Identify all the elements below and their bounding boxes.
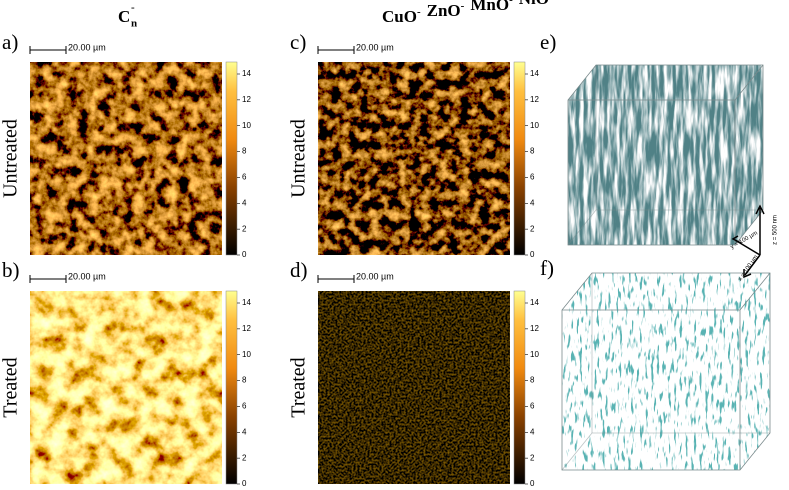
colorbar-tick-label: 0 — [530, 479, 535, 488]
cube-e — [567, 64, 764, 246]
colorbar-tick-label: 4 — [242, 427, 247, 436]
colorbar-tick-label: 14 — [242, 69, 251, 78]
right-title-text: CuO-ZnO-MnO-NiO-FeO-overlay — [382, 0, 654, 26]
axis-label-z: z = 500 nm — [773, 215, 779, 245]
row-label: Untreated — [288, 119, 310, 198]
colorbar-tick-label: 6 — [242, 402, 247, 411]
panel-label: c) — [290, 30, 306, 54]
colorbar-tick-label: 2 — [242, 224, 247, 233]
panel-label: b) — [2, 258, 20, 282]
colorbar-tick-label: 0 — [242, 250, 247, 259]
row-label: Treated — [288, 357, 310, 417]
colorbar-tick-label: 2 — [530, 224, 535, 233]
colorbar-tick-label: 4 — [530, 198, 535, 207]
scale-bar-label: 20.00 µm — [68, 271, 106, 281]
colorbar-tick-label: 10 — [242, 121, 251, 130]
left-title-sub: n — [131, 18, 137, 30]
ion-image — [30, 62, 222, 255]
colorbar-tick-label: 8 — [242, 147, 247, 156]
ion-image — [30, 291, 222, 484]
cube-f — [561, 272, 771, 471]
colorbar-tick-label: 0 — [530, 250, 535, 259]
colorbar-tick-label: 2 — [242, 453, 247, 462]
colorbar — [513, 290, 526, 485]
panel-label: e) — [540, 30, 556, 54]
colorbar-tick-label: 6 — [242, 173, 247, 182]
ion-charge: - — [461, 0, 465, 12]
colorbar-tick-label: 14 — [530, 69, 539, 78]
ion: MnO — [470, 0, 509, 14]
colorbar — [513, 61, 526, 256]
colorbar-tick-label: 12 — [242, 324, 251, 333]
colorbar-tick-label: 8 — [242, 376, 247, 385]
colorbar-tick-label: 10 — [530, 121, 539, 130]
row-label: Treated — [0, 357, 22, 417]
colorbar-tick-label: 12 — [530, 324, 539, 333]
row-label: Untreated — [0, 119, 22, 198]
panel-label: a) — [2, 30, 18, 54]
colorbar-tick-label: 12 — [530, 95, 539, 104]
left-title-sup: - — [131, 2, 135, 14]
colorbar-tick-label: 8 — [530, 147, 535, 156]
ion: NiO — [519, 0, 549, 8]
scale-bar-label: 20.00 µm — [356, 42, 394, 52]
ion-charge: - — [417, 6, 421, 18]
colorbar-tick-label: 12 — [242, 95, 251, 104]
ion-image — [318, 291, 510, 484]
colorbar-tick-label: 2 — [530, 453, 535, 462]
scale-bar-label: 20.00 µm — [356, 271, 394, 281]
colorbar-tick-label: 4 — [530, 427, 535, 436]
ion: ZnO — [427, 1, 461, 20]
colorbar-tick-label: 0 — [242, 479, 247, 488]
colorbar — [225, 61, 238, 256]
colorbar-tick-label: 10 — [242, 350, 251, 359]
colorbar-tick-label: 14 — [242, 298, 251, 307]
colorbar-tick-label: 4 — [242, 198, 247, 207]
scale-bar-label: 20.00 µm — [68, 42, 106, 52]
axes-3d — [731, 204, 765, 279]
ion: CuO — [382, 7, 417, 26]
colorbar-tick-label: 8 — [530, 376, 535, 385]
colorbar-tick-label: 14 — [530, 298, 539, 307]
panel-label: f) — [540, 256, 554, 280]
left-title: C — [118, 7, 130, 26]
colorbar — [225, 290, 238, 485]
ion-image — [318, 62, 510, 255]
panel-label: d) — [290, 258, 308, 282]
ion-charge: - — [509, 0, 513, 6]
right-title: CuO-ZnO-MnO-NiO-FeO-overlay — [382, 0, 654, 26]
ion: FeO — [559, 0, 590, 2]
colorbar-tick-label: 6 — [530, 173, 535, 182]
colorbar-tick-label: 10 — [530, 350, 539, 359]
colorbar-tick-label: 6 — [530, 402, 535, 411]
